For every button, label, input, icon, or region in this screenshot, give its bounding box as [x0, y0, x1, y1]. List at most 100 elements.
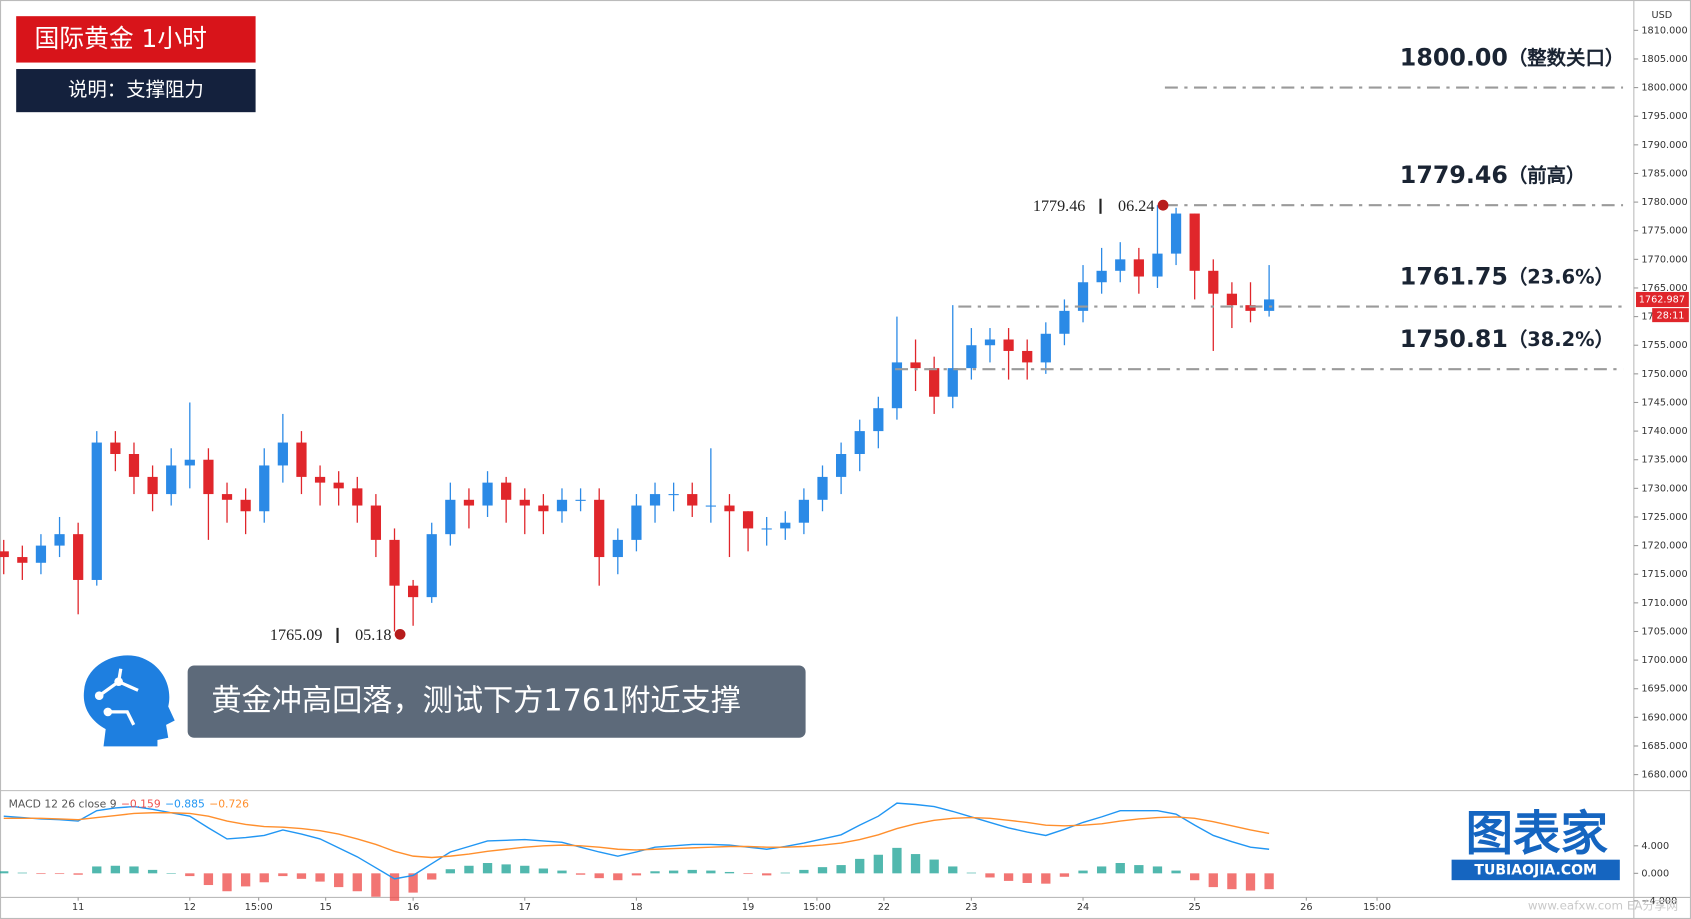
x-tick-label: 23 — [965, 902, 977, 913]
watermark: www.eafxw.com EA分享网 — [1528, 899, 1678, 913]
histogram-bar — [240, 873, 251, 887]
histogram-bar — [724, 871, 735, 874]
x-tick-label: 25 — [1189, 902, 1201, 913]
x-tick-label: 17 — [519, 902, 531, 913]
histogram-bar — [985, 873, 995, 878]
candle-body — [649, 494, 661, 506]
candle-body — [929, 368, 940, 397]
y-tick-label: 1680.000 — [1641, 770, 1687, 781]
histogram-bar — [892, 847, 902, 874]
candle-body — [947, 368, 958, 397]
histogram-bar — [929, 859, 939, 874]
extreme-price: 1765.09 — [270, 627, 323, 644]
histogram-bar — [222, 873, 232, 892]
histogram-bar — [706, 870, 716, 874]
histogram-bar — [73, 873, 83, 875]
candle-body — [1208, 270, 1219, 294]
candle-body — [631, 505, 642, 540]
candle-body — [594, 499, 605, 558]
caption: 黄金冲高回落，测试下方1761附近支撑 — [211, 684, 741, 719]
y-tick-label: 1705.000 — [1641, 626, 1687, 637]
histogram-bar — [1190, 873, 1200, 881]
histogram-bar — [966, 872, 977, 874]
candle-body — [798, 499, 810, 523]
y-tick-label: 1775.000 — [1641, 226, 1687, 237]
candle-body — [984, 339, 996, 346]
y-tick-label: 1810.000 — [1641, 25, 1687, 36]
candle-body — [1152, 253, 1163, 277]
histogram-bar — [1059, 873, 1070, 877]
candle-body — [482, 482, 493, 506]
y-tick-label: 1755.000 — [1641, 340, 1687, 351]
histogram-bar — [1003, 873, 1014, 881]
title-box — [16, 16, 256, 63]
histogram-bar — [1152, 866, 1163, 874]
histogram-bar — [762, 873, 772, 876]
logo: 图表家 — [1466, 807, 1609, 862]
histogram-bar — [334, 873, 344, 888]
histogram-bar — [613, 873, 623, 881]
histogram-bar — [687, 869, 697, 874]
candle-body — [575, 499, 586, 501]
level-value: 1800.00 — [1400, 43, 1508, 71]
y-tick-label: 1740.000 — [1641, 426, 1687, 437]
histogram-bar — [538, 868, 549, 874]
candle-body — [314, 476, 326, 483]
candle-body — [352, 488, 363, 506]
last-price-label: 1762.987 — [1639, 294, 1685, 305]
extreme-marker — [394, 628, 406, 640]
candle-body — [54, 534, 65, 546]
candle-body — [835, 454, 847, 477]
histogram-bar — [1227, 873, 1237, 890]
candle-body — [35, 545, 47, 563]
x-tick-label: 22 — [878, 902, 890, 913]
candle-body — [259, 465, 270, 512]
candle-body — [910, 362, 921, 369]
candle-body — [1226, 293, 1238, 306]
extreme-marker — [1157, 199, 1169, 211]
histogram-bar — [1245, 873, 1256, 891]
histogram-bar — [371, 873, 381, 897]
candle-body — [389, 539, 400, 586]
histogram-bar — [817, 867, 828, 874]
candle-body — [203, 459, 214, 495]
candle-body — [184, 459, 195, 466]
currency: USD — [1652, 10, 1673, 21]
level-value: 1761.75 — [1400, 262, 1508, 290]
level-value: 1750.81 — [1400, 325, 1508, 353]
y-tick-label: 1770.000 — [1641, 254, 1687, 265]
y-tick-label: −4.000 — [1641, 896, 1677, 907]
histogram-bar — [1096, 866, 1107, 874]
macd-header: MACD 12 26 close 9 −0.159 −0.885 −0.726 — [9, 798, 250, 811]
plot: 1680.000 1685.000 1690.000 1695.000 1700.000… — [0, 25, 1689, 913]
y-tick-label: 1780.000 — [1641, 197, 1687, 208]
histogram-bar — [166, 873, 176, 874]
logo-banner — [1451, 859, 1620, 881]
histogram-bar — [1171, 870, 1181, 874]
candle-body — [1096, 270, 1107, 283]
candle-body — [761, 528, 772, 530]
candle-body — [166, 465, 177, 495]
macd-value: −0.885 — [165, 798, 205, 811]
histogram-bar — [780, 872, 790, 874]
candle-body — [91, 442, 102, 580]
level-note: （前高） — [1508, 164, 1586, 187]
histogram-bar — [594, 873, 604, 879]
macd-line — [3, 802, 1270, 880]
histogram-bar — [0, 871, 9, 874]
countdown-tag — [1652, 308, 1689, 323]
candle-body — [240, 499, 251, 512]
candle-body — [1022, 350, 1033, 363]
y-tick-label: 1700.000 — [1641, 655, 1687, 666]
candle-body — [538, 505, 549, 512]
x-tick-label: 15 — [319, 902, 331, 913]
x-tick-label: 18 — [630, 902, 642, 913]
histogram-bar — [557, 870, 567, 874]
candle-body — [1245, 305, 1256, 311]
candle-body — [1115, 259, 1126, 271]
y-tick-label: 1795.000 — [1641, 111, 1687, 122]
level-note: （23.6%） — [1508, 265, 1614, 288]
y-tick-label: 1715.000 — [1641, 569, 1687, 580]
histogram-bar — [296, 873, 307, 879]
